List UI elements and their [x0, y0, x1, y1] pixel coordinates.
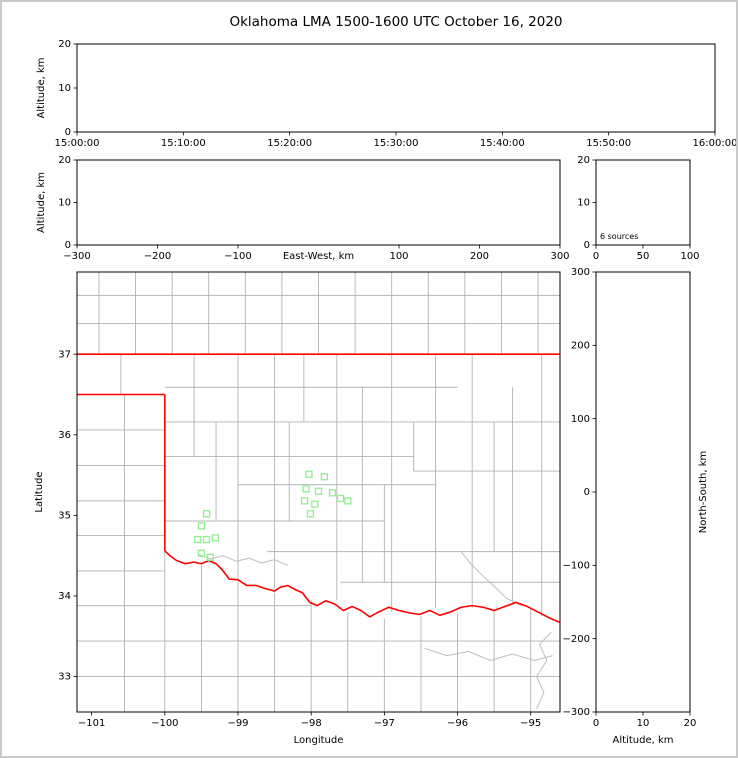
station-square [197, 522, 206, 530]
panel-time-height-frame [76, 43, 716, 133]
panel-plan-view-frame [76, 271, 561, 713]
station-square [202, 535, 211, 544]
tick-label: 15:00:00 [55, 138, 100, 149]
station-square [328, 489, 337, 497]
tick-label: 0 [593, 251, 599, 262]
tick-label: 100 [571, 414, 590, 425]
red-river-boundary [164, 550, 560, 624]
tick-label: 10 [58, 83, 71, 94]
sources-annotation: 6 sources [600, 232, 638, 241]
station-square [206, 553, 214, 561]
station-square [314, 487, 323, 495]
axis-label-longitude: Longitude [294, 735, 344, 746]
panel-ew-height-frame [76, 159, 561, 246]
tick-label: −200 [563, 634, 590, 645]
tick-label: 10 [637, 718, 650, 729]
tick-label: −96 [447, 718, 468, 729]
tick-label: 33 [58, 672, 71, 683]
tick-label: 200 [470, 251, 489, 262]
tick-label: 20 [684, 718, 697, 729]
station-square [336, 494, 345, 503]
tick-label: 0 [593, 718, 599, 729]
tick-label: −98 [301, 718, 322, 729]
tick-label: 16:00:00 [693, 138, 738, 149]
station-square [300, 497, 309, 505]
tick-label: 300 [571, 267, 590, 278]
river-line [424, 647, 553, 661]
tick-label: 300 [550, 251, 569, 262]
tick-label: −95 [520, 718, 541, 729]
river-line [460, 551, 523, 607]
tick-label: 36 [58, 430, 71, 441]
tick-label: −97 [374, 718, 395, 729]
tick-label: −200 [144, 251, 171, 262]
tick-label: 200 [571, 341, 590, 352]
tick-label: −300 [63, 251, 90, 262]
station-square [211, 534, 219, 542]
tick-label: 50 [637, 251, 650, 262]
tick-label: 0 [584, 487, 590, 498]
axis-label-altitude: Altitude, km [36, 172, 47, 233]
river-line [197, 553, 288, 566]
figure-title: Oklahoma LMA 1500-1600 UTC October 16, 2… [229, 14, 563, 30]
tick-label: 0 [65, 127, 71, 138]
panel-ns-height-frame [595, 271, 691, 713]
tick-label: 0 [584, 240, 590, 251]
tick-label: 15:40:00 [480, 138, 525, 149]
station-square [197, 549, 206, 557]
tick-label: 15:20:00 [267, 138, 312, 149]
tick-label: 10 [577, 198, 590, 209]
tick-label: 15:10:00 [161, 138, 206, 149]
tick-label: −100 [151, 718, 178, 729]
tick-label: 35 [58, 511, 71, 522]
axis-label-latitude: Latitude [34, 471, 45, 512]
tick-label: −99 [227, 718, 248, 729]
tick-label: 20 [58, 155, 71, 166]
map-layers [77, 272, 560, 712]
tick-label: 34 [58, 591, 71, 602]
axis-label-altitude: Altitude, km [613, 735, 674, 746]
tick-label: −300 [563, 707, 590, 718]
station-square [305, 470, 313, 478]
tick-label: 15:30:00 [374, 138, 419, 149]
station-square [302, 485, 310, 493]
tick-label: −100 [563, 561, 590, 572]
axis-label-east-west: East-West, km [283, 251, 354, 262]
tick-label: 10 [58, 198, 71, 209]
tick-label: 20 [58, 39, 71, 50]
station-square [306, 510, 315, 518]
tick-label: 15:50:00 [586, 138, 631, 149]
station-square [344, 497, 352, 505]
station-square [311, 500, 319, 508]
tick-label: −101 [78, 718, 105, 729]
tick-label: −100 [224, 251, 251, 262]
station-square [194, 535, 202, 544]
river-line [536, 631, 552, 709]
station-square [202, 510, 211, 518]
station-square [320, 473, 329, 481]
tick-label: 100 [680, 251, 699, 262]
tick-label: 20 [577, 155, 590, 166]
tick-label: 0 [65, 240, 71, 251]
tick-label: 100 [389, 251, 408, 262]
tick-label: 37 [58, 349, 71, 360]
axis-label-north-south: North-South, km [698, 451, 709, 534]
axis-label-altitude: Altitude, km [36, 58, 47, 119]
